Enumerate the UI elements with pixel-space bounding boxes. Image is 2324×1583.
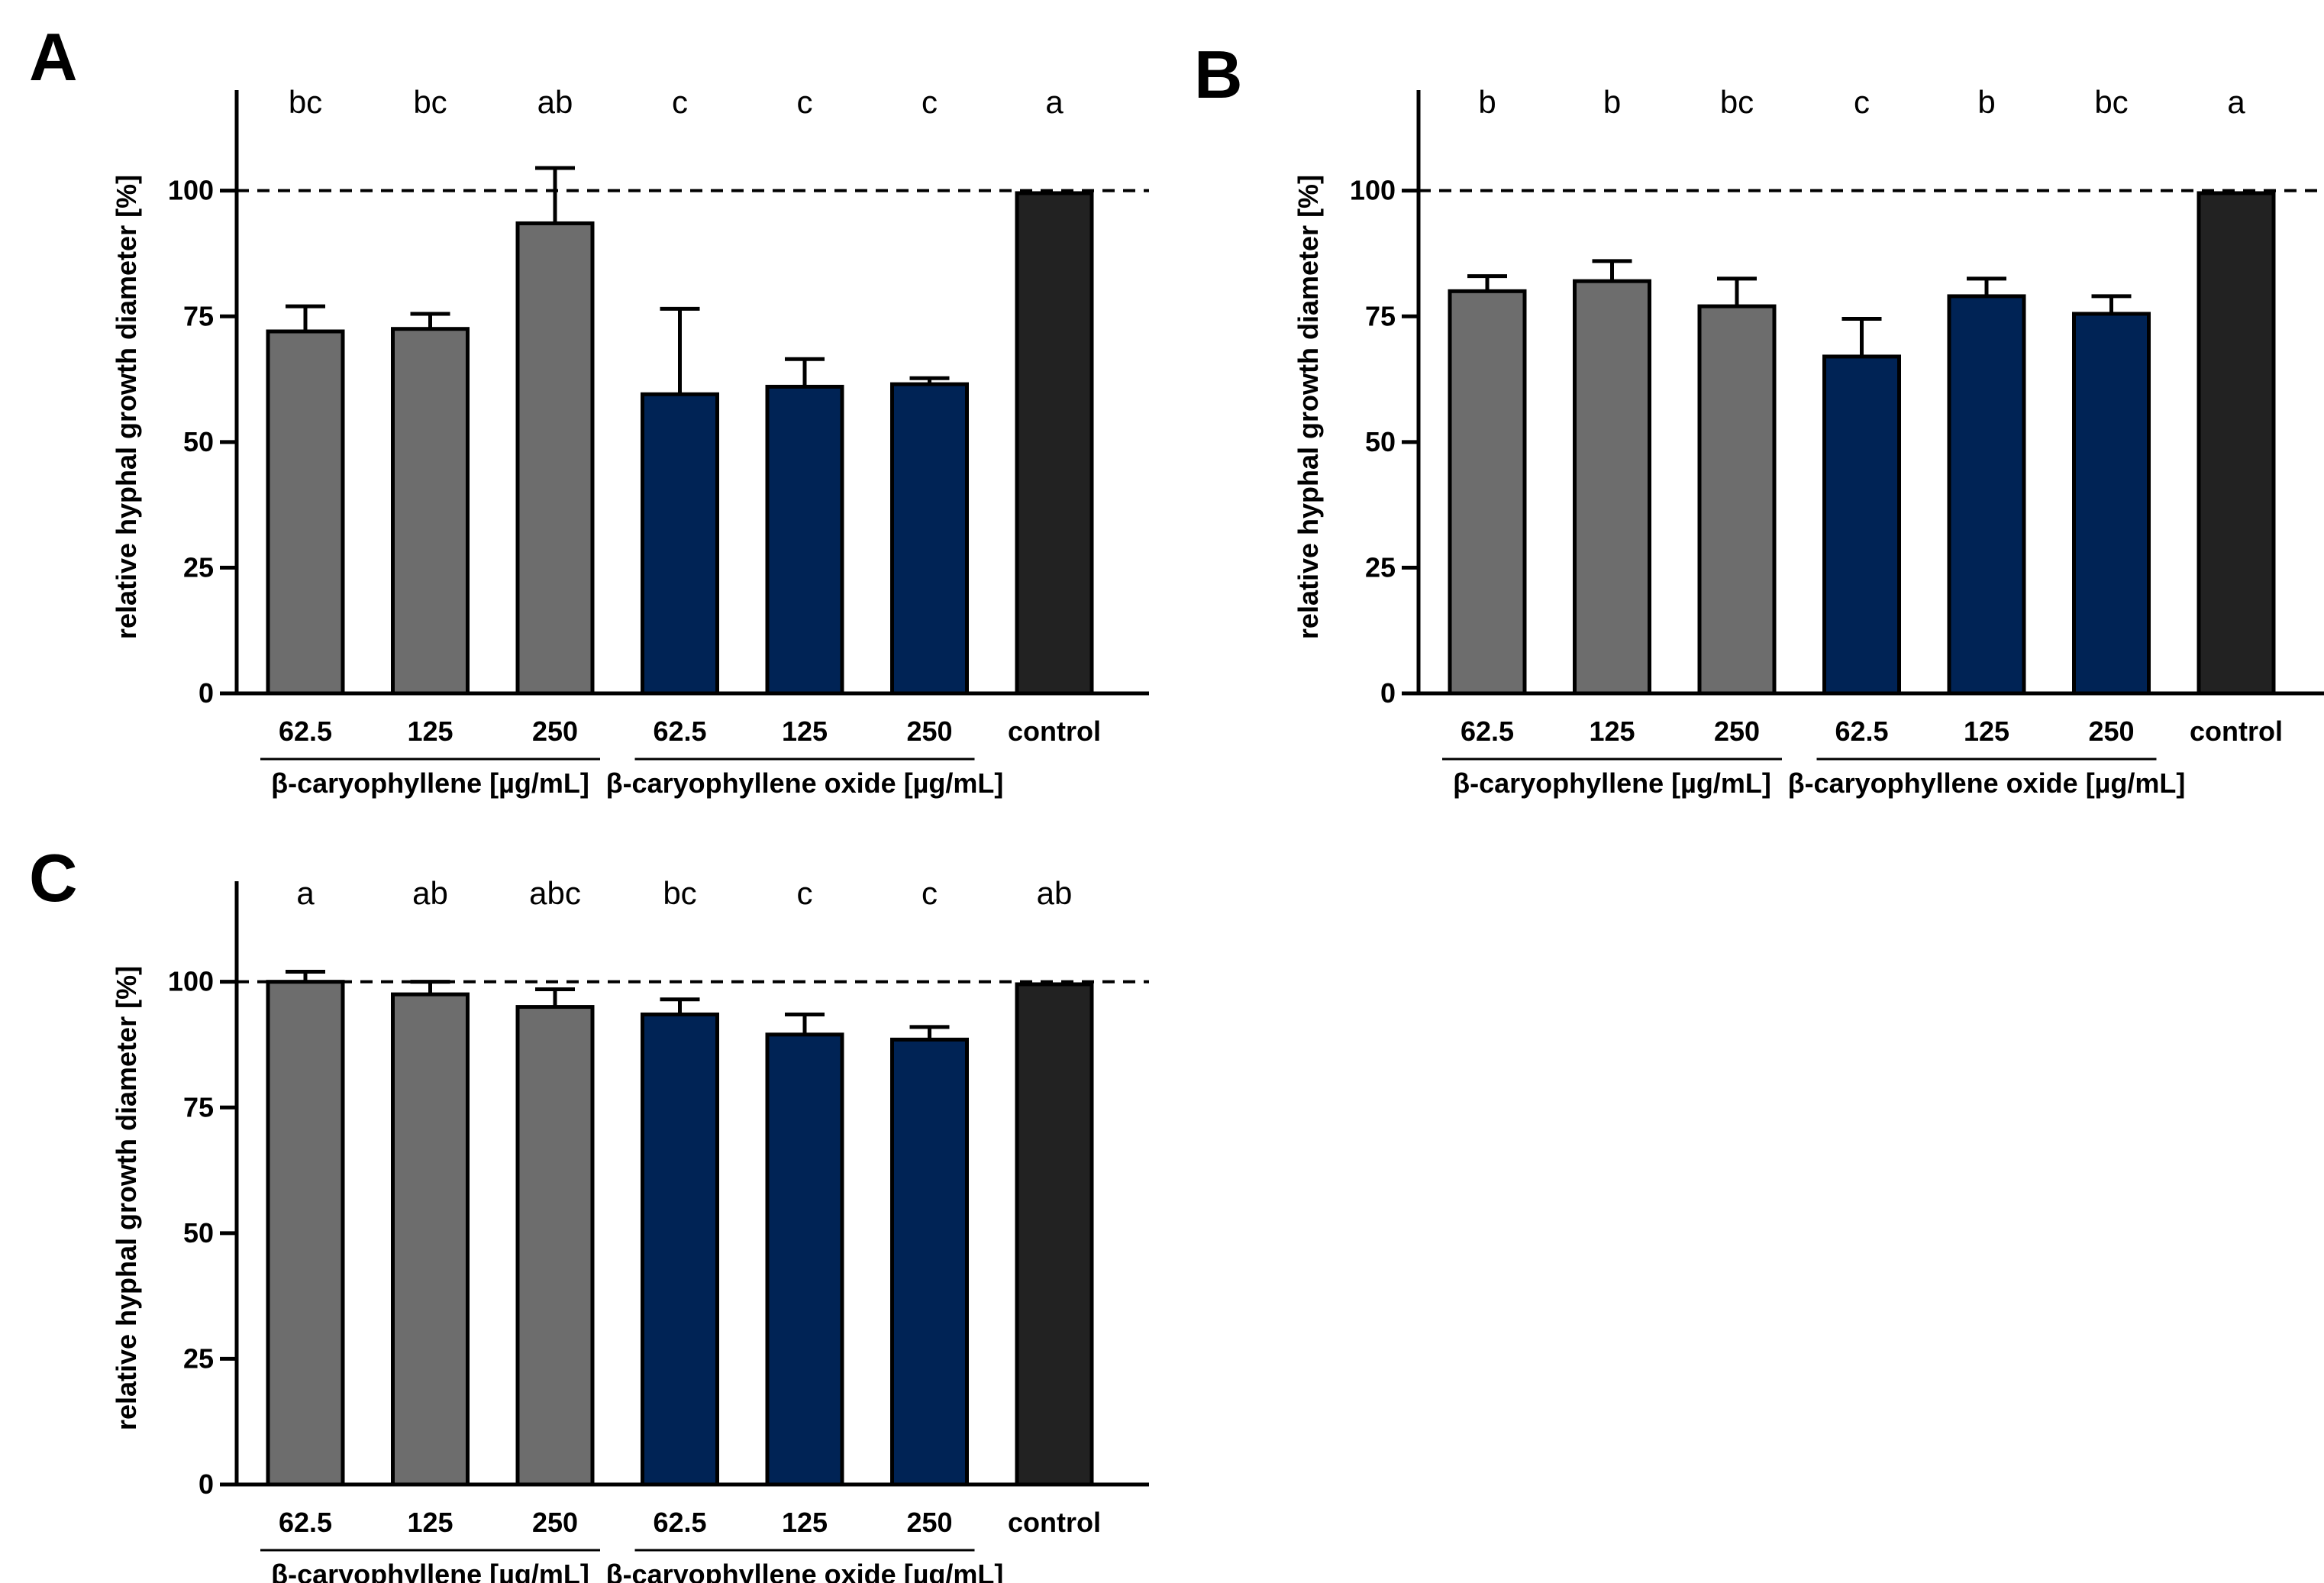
y-axis-label: relative hyphal growth diameter [%] (111, 175, 142, 639)
significance-label: abc (529, 875, 581, 911)
y-tick-label: 0 (1380, 677, 1396, 709)
group-label-caryophyllene: β-caryophyllene [µg/mL] (271, 767, 589, 799)
significance-label: c (672, 84, 688, 120)
significance-label: bc (1720, 84, 1754, 120)
y-tick-label: 0 (199, 1468, 214, 1500)
x-tick-label: 125 (782, 716, 828, 747)
bar (765, 384, 844, 696)
y-tick-label: 25 (183, 551, 214, 583)
y-tick-label: 100 (168, 175, 214, 206)
significance-label: a (1045, 84, 1064, 120)
bar (266, 980, 345, 1487)
group-label-caryophyllene: β-caryophyllene [µg/mL] (1453, 767, 1771, 799)
bar (2197, 191, 2276, 696)
bar (890, 1037, 969, 1487)
y-tick-label: 100 (1350, 175, 1396, 206)
group-label-caryophyllene-oxide: β-caryophyllene oxide [µg/mL] (1788, 767, 2186, 799)
significance-label: ab (412, 875, 448, 911)
significance-label: bc (289, 84, 322, 120)
x-tick-label: control (2190, 716, 2283, 747)
x-tick-label: 62.5 (653, 1507, 706, 1538)
significance-label: ab (1037, 875, 1073, 911)
bar (391, 992, 470, 1487)
bar (1448, 289, 1527, 696)
group-label-caryophyllene: β-caryophyllene [µg/mL] (271, 1559, 589, 1583)
group-label-caryophyllene-oxide: β-caryophyllene oxide [µg/mL] (606, 767, 1004, 799)
bar (890, 382, 969, 696)
significance-label: c (922, 84, 938, 120)
y-tick-label: 50 (1365, 426, 1396, 457)
x-tick-label: 250 (906, 1507, 952, 1538)
bar (1697, 304, 1777, 696)
x-tick-label: 62.5 (279, 1507, 332, 1538)
significance-label: c (1854, 84, 1870, 120)
x-tick-label: 62.5 (1835, 716, 1888, 747)
y-tick-label: 75 (1365, 300, 1396, 331)
significance-label: bc (413, 84, 447, 120)
bar (515, 1005, 595, 1487)
y-axis-label: relative hyphal growth diameter [%] (111, 966, 142, 1430)
bar (1573, 279, 1651, 696)
x-tick-label: 250 (532, 716, 578, 747)
significance-label: bc (663, 875, 696, 911)
panel-letter: A (29, 19, 78, 95)
significance-label: b (1977, 84, 1995, 120)
x-tick-label: 125 (1589, 716, 1635, 747)
significance-label: a (296, 875, 315, 911)
significance-label: c (797, 84, 813, 120)
y-tick-label: 25 (1365, 551, 1396, 583)
x-tick-label: 62.5 (1461, 716, 1514, 747)
x-tick-label: 250 (906, 716, 952, 747)
bar (1015, 982, 1094, 1487)
bar (1947, 294, 2026, 696)
panel-letter: B (1194, 37, 1243, 112)
y-tick-label: 50 (183, 426, 214, 457)
x-tick-label: 125 (1964, 716, 2009, 747)
bar (391, 327, 470, 696)
bar (2072, 312, 2151, 696)
significance-label: b (1478, 84, 1496, 120)
bar (1015, 191, 1094, 696)
x-tick-label: 125 (782, 1507, 828, 1538)
x-tick-label: 125 (407, 716, 453, 747)
x-tick-label: 62.5 (279, 716, 332, 747)
significance-label: c (797, 875, 813, 911)
significance-label: bc (2094, 84, 2128, 120)
significance-label: ab (537, 84, 573, 120)
significance-label: b (1603, 84, 1621, 120)
bar (1822, 354, 1901, 696)
panel-letter: C (29, 840, 78, 916)
y-tick-label: 75 (183, 300, 214, 331)
y-axis-label: relative hyphal growth diameter [%] (1293, 175, 1324, 639)
x-tick-label: 125 (407, 1507, 453, 1538)
bar (641, 392, 719, 696)
bar (266, 329, 345, 696)
x-tick-label: control (1008, 1507, 1101, 1538)
bar (765, 1032, 844, 1487)
y-tick-label: 50 (183, 1217, 214, 1249)
x-tick-label: control (1008, 716, 1101, 747)
x-tick-label: 250 (532, 1507, 578, 1538)
significance-label: c (922, 875, 938, 911)
y-tick-label: 25 (183, 1342, 214, 1374)
x-tick-label: 62.5 (653, 716, 706, 747)
bar (641, 1012, 719, 1487)
x-tick-label: 250 (1714, 716, 1760, 747)
y-tick-label: 100 (168, 966, 214, 997)
y-tick-label: 0 (199, 677, 214, 709)
group-label-caryophyllene-oxide: β-caryophyllene oxide [µg/mL] (606, 1559, 1004, 1583)
x-tick-label: 250 (2088, 716, 2134, 747)
significance-label: a (2227, 84, 2245, 120)
bar (515, 221, 595, 696)
y-tick-label: 75 (183, 1091, 214, 1123)
